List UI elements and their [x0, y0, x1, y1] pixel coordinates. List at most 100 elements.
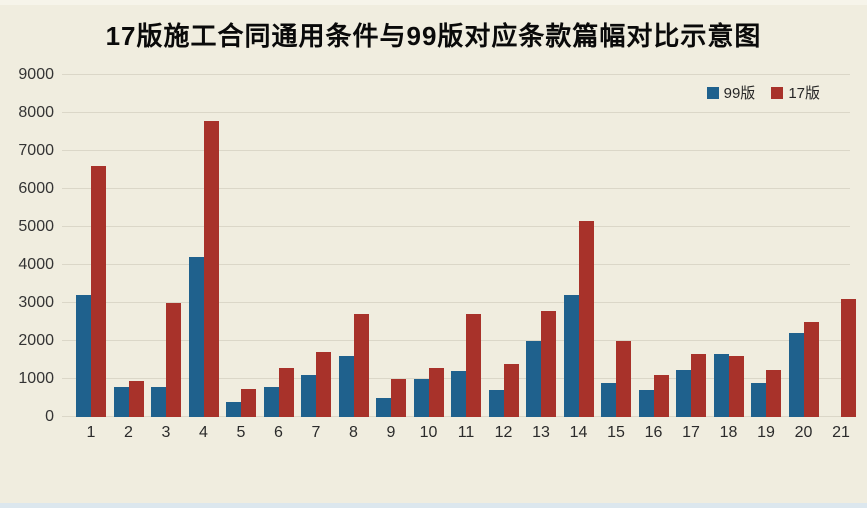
bar-group-8	[338, 314, 369, 417]
chart-title: 17版施工合同通用条件与99版对应条款篇幅对比示意图	[105, 21, 762, 51]
bar-group-9	[376, 379, 406, 417]
bar-17-cat12	[503, 363, 519, 417]
x-label-17: 17	[682, 424, 700, 441]
x-label-6: 6	[274, 424, 283, 441]
y-tick-label-8000: 8000	[18, 104, 54, 121]
bar-17-cat10	[428, 367, 444, 417]
bar-17-cat13	[541, 310, 556, 417]
gridline-2000	[62, 340, 850, 341]
x-label-5: 5	[236, 424, 246, 441]
bar-99-cat7	[301, 375, 316, 417]
bar-17-cat2	[128, 380, 144, 417]
bar-99-cat3	[151, 386, 166, 417]
bar-99-cat20	[788, 333, 804, 417]
y-tick-label-0: 0	[45, 408, 54, 425]
bar-group-4	[188, 120, 219, 417]
gridline-5000	[62, 226, 850, 227]
bar-99-cat5	[226, 401, 241, 417]
legend-item-99: 99版	[706, 82, 756, 103]
bar-99-cat1	[76, 295, 91, 417]
bar-99-cat9	[376, 398, 391, 417]
legend-label-99: 99版	[723, 85, 756, 102]
bar-17-cat9	[391, 379, 406, 417]
bar-99-cat16	[638, 390, 654, 417]
bar-99-cat2	[113, 386, 129, 417]
bar-group-6	[263, 367, 294, 417]
y-tick-label-3000: 3000	[18, 294, 54, 311]
bar-99-cat11	[451, 371, 466, 417]
y-tick-label-5000: 5000	[18, 218, 54, 235]
bar-17-cat17	[691, 354, 706, 417]
bar-group-19	[751, 369, 781, 417]
x-label-12: 12	[494, 424, 513, 441]
bar-99-cat4	[188, 257, 204, 417]
bar-17-cat19	[766, 369, 781, 417]
bar-group-16	[638, 375, 669, 417]
bar-group-17	[676, 354, 706, 417]
x-label-16: 16	[644, 424, 663, 441]
y-tick-label-2000: 2000	[18, 332, 54, 349]
bar-99-cat13	[526, 341, 541, 417]
bar-99-cat19	[751, 382, 766, 417]
x-label-21: 21	[832, 424, 850, 441]
x-label-18: 18	[719, 424, 738, 441]
bar-group-5	[226, 388, 256, 417]
page-edge-bottom	[0, 503, 867, 508]
bar-group-10	[413, 367, 444, 417]
x-label-7: 7	[311, 424, 321, 441]
bar-99-cat10	[413, 379, 429, 417]
bar-group-15	[601, 341, 631, 417]
bar-17-cat5	[241, 388, 256, 417]
y-tick-label-7000: 7000	[18, 142, 54, 159]
x-label-4: 4	[199, 424, 208, 441]
legend: 99版 17版	[706, 82, 820, 103]
x-label-10: 10	[419, 424, 438, 441]
bar-17-cat18	[728, 356, 744, 417]
bar-group-3	[151, 303, 181, 417]
gridline-6000	[62, 188, 850, 189]
bar-17-cat14	[578, 221, 594, 417]
legend-swatch-17-icon	[771, 86, 784, 99]
bar-99-cat12	[488, 390, 504, 417]
legend-item-17: 17版	[771, 82, 820, 103]
bar-17-cat11	[466, 314, 481, 417]
x-label-15: 15	[607, 424, 625, 441]
gridline-4000	[62, 264, 850, 265]
x-label-8: 8	[349, 424, 358, 441]
gridline-7000	[62, 150, 850, 151]
bar-99-cat8	[338, 356, 354, 417]
x-label-20: 20	[794, 424, 813, 441]
bar-group-1	[76, 166, 106, 417]
gridline-9000	[62, 74, 850, 75]
x-label-3: 3	[161, 424, 171, 441]
bar-group-11	[451, 314, 481, 417]
bar-99-cat14	[563, 295, 579, 417]
bar-17-cat20	[803, 322, 819, 417]
bar-group-20	[788, 322, 819, 417]
bar-17-cat16	[653, 375, 669, 417]
x-label-2: 2	[124, 424, 133, 441]
bar-17-cat7	[316, 352, 331, 417]
bar-99-cat17	[676, 369, 691, 417]
bar-17-cat8	[353, 314, 369, 417]
bar-17-cat6	[278, 367, 294, 417]
gridline-8000	[62, 112, 850, 113]
legend-swatch-99-icon	[706, 86, 719, 99]
bar-99-cat6	[263, 386, 279, 417]
bar-17-cat15	[616, 341, 631, 417]
bar-group-13	[526, 310, 556, 417]
bar-group-2	[113, 380, 144, 417]
x-label-19: 19	[757, 424, 775, 441]
y-tick-label-6000: 6000	[18, 180, 54, 197]
gridline-3000	[62, 302, 850, 303]
plot-area	[62, 74, 856, 417]
x-label-9: 9	[386, 424, 396, 441]
x-label-14: 14	[569, 424, 588, 441]
bar-99-cat15	[601, 382, 616, 417]
bar-group-14	[563, 221, 594, 417]
x-label-11: 11	[457, 424, 475, 441]
bar-17-cat3	[166, 303, 181, 417]
bar-group-7	[301, 352, 331, 417]
bar-group-12	[488, 363, 519, 417]
